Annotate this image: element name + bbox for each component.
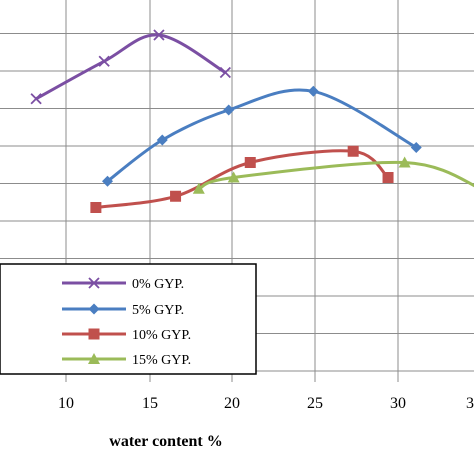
x-tick-label: 20 xyxy=(224,395,240,412)
x-tick-label: 3 xyxy=(466,395,474,412)
data-point xyxy=(227,171,240,183)
data-point xyxy=(307,85,319,97)
data-point xyxy=(347,145,359,157)
data-point xyxy=(410,142,422,153)
series-2 xyxy=(90,145,394,213)
series-3 xyxy=(192,156,474,194)
legend-label: 15% GYP. xyxy=(132,353,191,368)
legend-label: 10% GYP. xyxy=(132,328,191,343)
x-tick-label: 10 xyxy=(58,395,74,412)
x-tick-label: 25 xyxy=(307,395,323,412)
legend-marker xyxy=(88,353,100,364)
series-layer xyxy=(30,29,474,213)
series-1 xyxy=(102,85,422,187)
series-line xyxy=(198,160,474,191)
data-point xyxy=(382,172,394,183)
x-tick-labels: 10 15 20 25 30 3 xyxy=(58,395,474,412)
data-point xyxy=(30,93,42,105)
legend-label: 0% GYP. xyxy=(132,277,184,292)
data-point xyxy=(219,66,231,79)
data-point xyxy=(223,104,235,116)
legend-entry: 10% GYP. xyxy=(62,328,191,343)
data-point xyxy=(98,55,110,67)
series-0 xyxy=(30,29,231,105)
legend-marker xyxy=(88,328,100,340)
legend-entry: 0% GYP. xyxy=(62,277,184,292)
data-point xyxy=(90,202,102,213)
legend-marker xyxy=(88,303,100,315)
data-point xyxy=(102,175,113,187)
legend-entry: 15% GYP. xyxy=(62,353,191,368)
legend: 0% GYP. 5% GYP. 10% GYP. 15% GYP. xyxy=(0,263,257,375)
legend-marker xyxy=(88,277,100,289)
data-point xyxy=(156,134,168,146)
data-point xyxy=(398,156,411,168)
data-point xyxy=(170,190,182,202)
data-point xyxy=(192,182,205,194)
legend-entry: 5% GYP. xyxy=(62,303,184,318)
legend-box xyxy=(0,263,257,375)
legend-label: 5% GYP. xyxy=(132,303,184,318)
x-tick-label: 30 xyxy=(390,395,406,412)
x-tick-label: 15 xyxy=(142,395,158,412)
data-point xyxy=(244,157,256,168)
x-axis-label: water content % xyxy=(109,433,222,450)
data-point xyxy=(153,29,165,41)
series-line xyxy=(35,33,227,101)
